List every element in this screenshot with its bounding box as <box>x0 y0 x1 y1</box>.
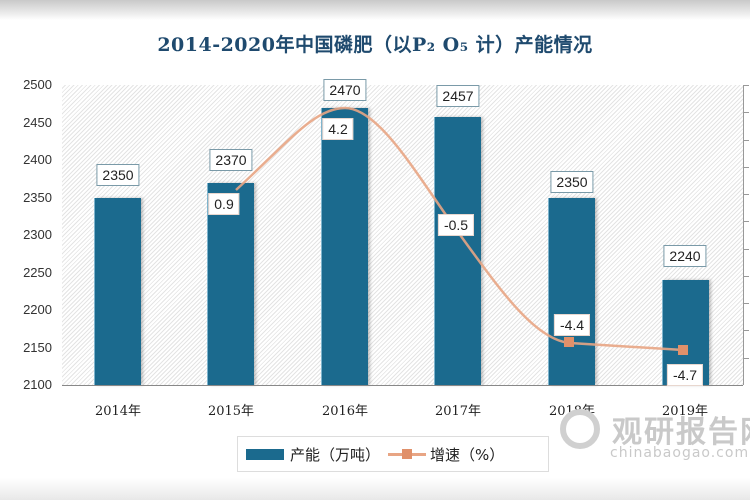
legend-line-swatch-icon <box>388 448 427 459</box>
bar-value-label: 2470 <box>323 79 367 101</box>
legend-bar-swatch-icon <box>246 448 284 460</box>
right-axis-tick <box>743 221 749 222</box>
plot-area <box>62 85 743 385</box>
right-axis-tick <box>743 140 749 141</box>
y-tick: 2250 <box>23 265 52 280</box>
right-axis-tick <box>743 194 749 195</box>
growth-value-label: -4.7 <box>666 364 704 386</box>
right-axis-tick <box>743 249 749 250</box>
x-axis-line <box>62 385 743 386</box>
x-tick: 2019年 <box>661 404 709 419</box>
growth-value-label: 0.9 <box>208 193 240 215</box>
right-axis-tick <box>743 303 749 304</box>
bar-value-label: 2350 <box>96 164 140 186</box>
growth-marker <box>678 345 688 355</box>
bar-2014 <box>95 198 141 385</box>
watermark-url: chinabaogao.com <box>610 445 750 461</box>
y-tick: 2450 <box>23 115 52 130</box>
y-tick: 2200 <box>23 302 52 317</box>
y-tick: 2300 <box>23 227 52 242</box>
bar-value-label: 2370 <box>209 149 253 171</box>
growth-value-label: -4.4 <box>553 314 591 336</box>
x-tick: 2014年 <box>94 404 142 419</box>
right-axis-tick <box>743 276 749 277</box>
legend-bar-label: 产能（万吨） <box>290 445 381 464</box>
y-tick: 2150 <box>23 340 52 355</box>
right-axis-tick <box>743 112 749 113</box>
bottom-strip <box>0 478 750 500</box>
y-tick: 2500 <box>23 77 52 92</box>
growth-value-label: 4.2 <box>322 118 354 140</box>
legend: 产能（万吨） 增速（%） <box>237 436 549 472</box>
watermark-logo-icon <box>560 409 600 449</box>
growth-marker <box>564 337 574 347</box>
bar-value-label: 2457 <box>436 85 480 107</box>
bar-2018 <box>549 198 595 385</box>
y-tick: 2100 <box>23 377 52 392</box>
top-strip <box>0 0 750 20</box>
bar-value-label: 2350 <box>550 171 594 193</box>
right-axis-tick <box>743 85 749 86</box>
right-axis-tick <box>743 358 749 359</box>
y-tick: 2350 <box>23 190 52 205</box>
bar-2016 <box>322 108 368 385</box>
legend-line-label: 增速（%） <box>430 445 505 464</box>
watermark-text: 观研报告网 <box>612 415 750 450</box>
x-tick: 2017年 <box>434 404 482 419</box>
x-tick: 2016年 <box>321 404 369 419</box>
right-axis <box>743 85 744 385</box>
growth-value-label: -0.5 <box>437 214 475 236</box>
bar-value-label: 2240 <box>663 245 707 267</box>
chart-title: 2014-2020年中国磷肥（以P₂ O₅ 计）产能情况 <box>157 34 593 56</box>
y-tick: 2400 <box>23 152 52 167</box>
bar-2015 <box>208 183 254 385</box>
right-axis-tick <box>743 330 749 331</box>
right-axis-tick <box>743 167 749 168</box>
x-tick: 2015年 <box>207 404 255 419</box>
